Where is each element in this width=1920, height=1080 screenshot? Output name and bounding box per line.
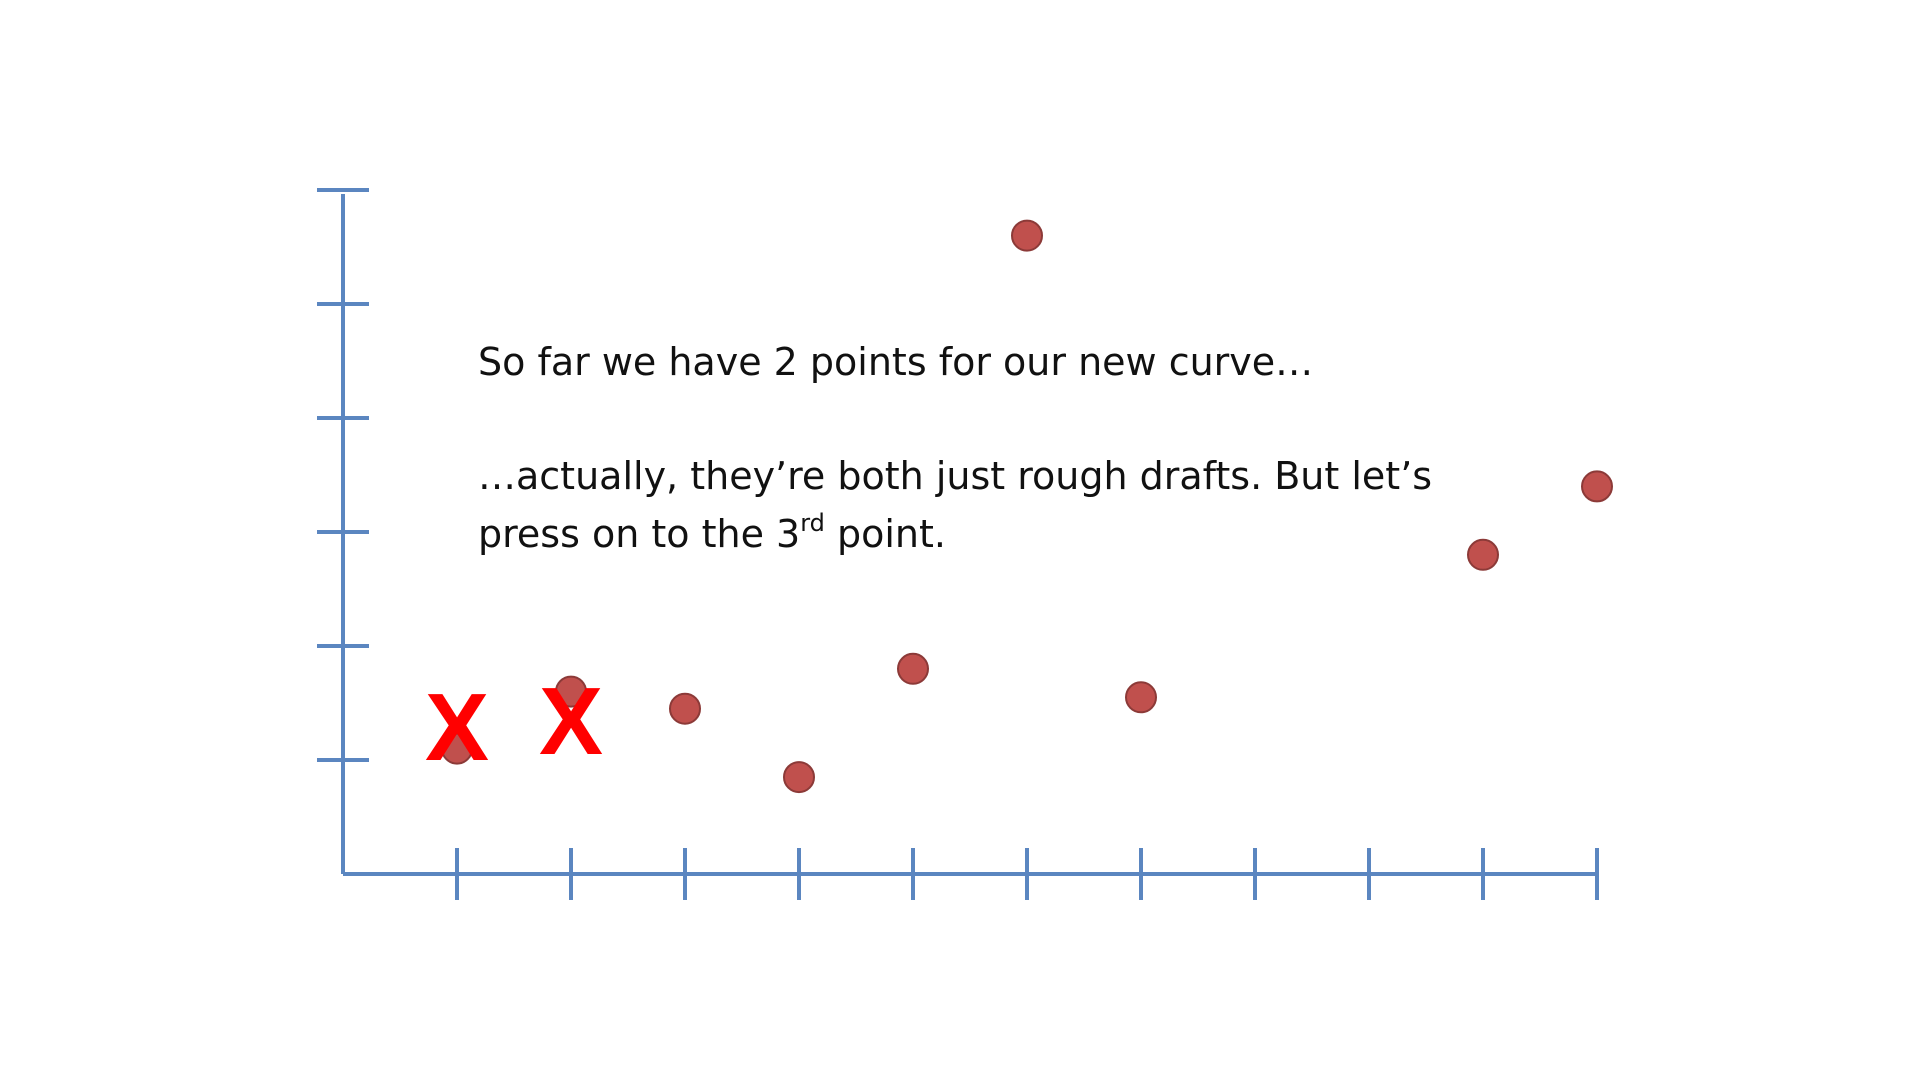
caption-text-3-end: point. [824,512,946,556]
data-point-4 [783,761,815,794]
caption-text-3-start: press on to the 3 [478,512,801,556]
cross-mark-1: X [425,674,489,781]
data-point-3 [669,692,701,725]
data-point-2 [555,675,587,708]
data-point-6 [1011,219,1043,252]
caption-line-2: …actually, they’re both just rough draft… [478,448,1432,504]
caption-line-3: press on to the 3rd point. [478,506,946,562]
data-point-9 [1581,470,1613,503]
cross-mark-2: X [539,668,603,775]
caption-line-1: So far we have 2 points for our new curv… [478,334,1313,390]
data-points [441,219,1613,794]
caption-text-2: …actually, they’re both just rough draft… [478,454,1433,498]
axes [317,188,1599,900]
ordinal-suffix: rd [800,509,825,538]
data-point-8 [1467,538,1499,571]
data-point-1 [441,732,473,765]
data-point-5 [897,652,929,685]
caption-text-1: So far we have 2 points for our new curv… [478,340,1314,384]
data-point-7 [1125,681,1157,714]
